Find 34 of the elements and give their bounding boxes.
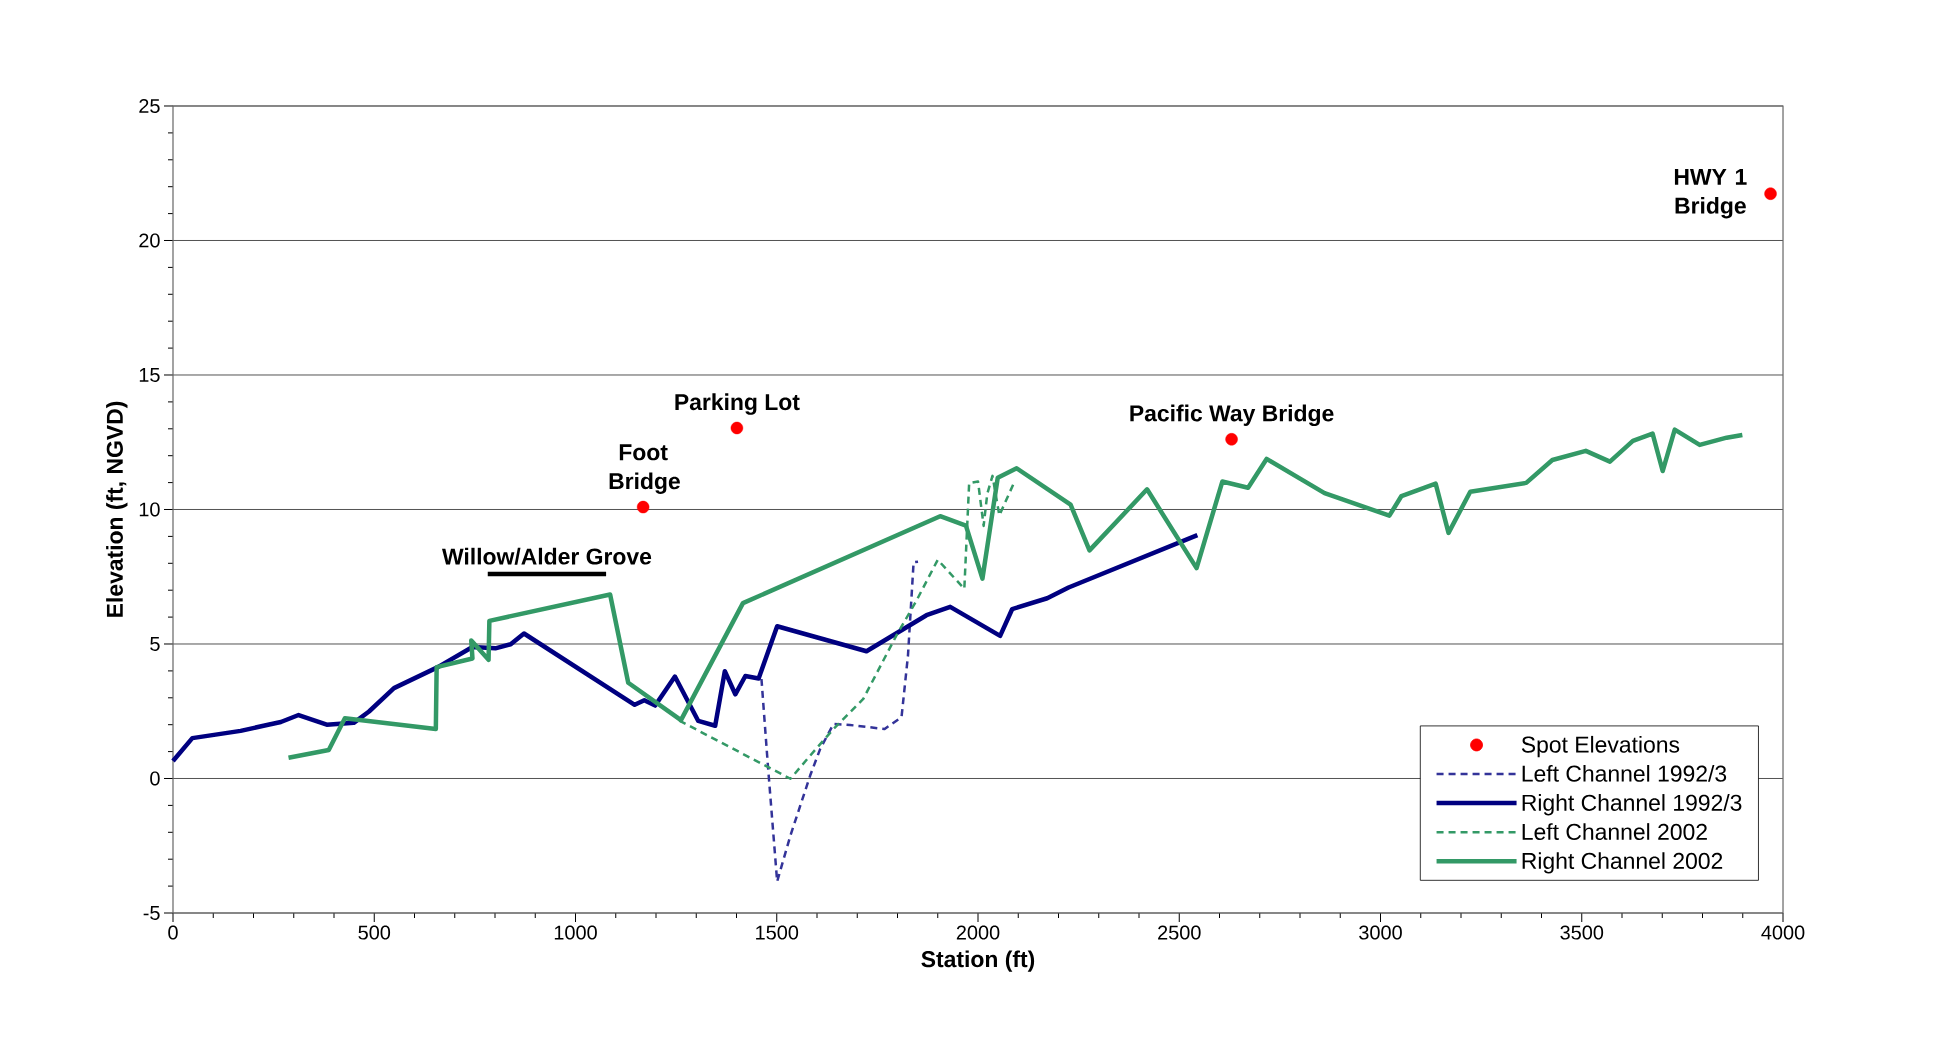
x-tick-label: 2500 xyxy=(1158,925,1201,940)
legend-label: Right Channel 2002 xyxy=(1522,852,1723,874)
annotation: Pacific Way Bridge xyxy=(1130,404,1334,427)
y-axis-title: Elevation (ft, NGVD) xyxy=(106,401,128,617)
legend-label: Right Channel 1992/3 xyxy=(1522,794,1742,816)
y-tick-label: 15 xyxy=(139,368,160,382)
x-tick-label: 3500 xyxy=(1560,925,1604,940)
x-tick-label: 0 xyxy=(168,925,178,940)
y-tick-label: -5 xyxy=(143,906,160,920)
y-tick-label: 0 xyxy=(150,771,160,786)
x-tick-label: 1000 xyxy=(554,925,597,940)
legend-label: Left Channel 2002 xyxy=(1522,823,1707,840)
point xyxy=(636,500,650,514)
legend-label: Left Channel 1992/3 xyxy=(1522,764,1727,782)
y-tick-label: 5 xyxy=(150,637,160,651)
annotation: Foot Bridge xyxy=(609,444,680,494)
x-tick-label: 500 xyxy=(358,925,391,940)
line-series xyxy=(170,532,1200,764)
annotation: Parking Lot xyxy=(675,393,800,415)
x-tick-label: 1500 xyxy=(756,925,799,940)
x-axis-title: Station (ft) xyxy=(921,950,1035,972)
x-tick-label: 3000 xyxy=(1359,925,1402,940)
point xyxy=(1764,187,1777,200)
y-tick-label: 10 xyxy=(139,502,160,517)
point xyxy=(1225,433,1238,446)
y-tick-label: 20 xyxy=(139,233,160,248)
y-tick-label: 25 xyxy=(139,98,160,114)
annotation: Willow/Alder Grove xyxy=(442,547,652,565)
x-tick-label: 4000 xyxy=(1761,925,1805,940)
x-tick-label: 2000 xyxy=(956,925,1000,940)
line-series xyxy=(760,560,920,883)
point xyxy=(730,421,744,435)
legend-label: Spot Elevations xyxy=(1521,735,1680,758)
annotation: HWY 1 Bridge xyxy=(1674,168,1747,219)
